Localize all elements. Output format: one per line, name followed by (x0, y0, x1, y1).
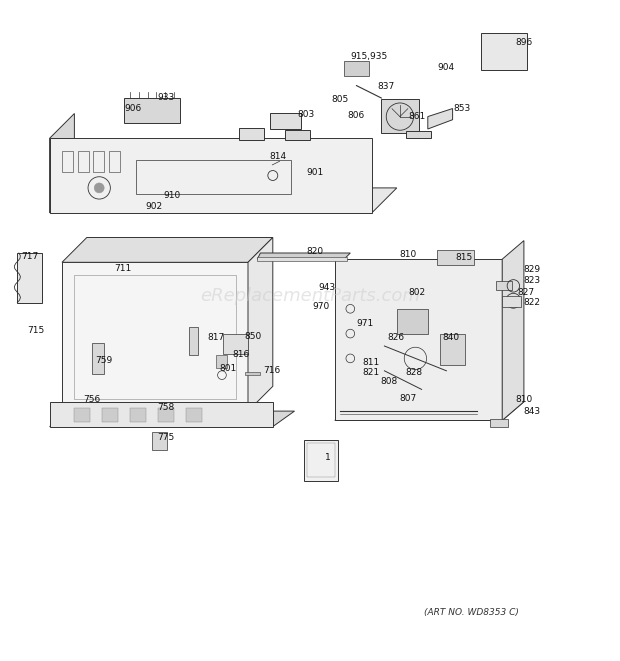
Bar (344, 61, 369, 76)
Text: 805: 805 (331, 95, 348, 104)
Text: eReplacementParts.com: eReplacementParts.com (200, 288, 420, 305)
Text: 816: 816 (232, 350, 249, 358)
Bar (92, 343, 104, 374)
Bar (239, 128, 264, 139)
Text: 837: 837 (377, 83, 394, 91)
Text: 827: 827 (517, 288, 534, 297)
Bar (78, 151, 89, 173)
Polygon shape (502, 296, 521, 307)
Text: 810: 810 (399, 251, 417, 259)
Text: 756: 756 (83, 395, 100, 405)
Bar (270, 114, 301, 129)
Text: 775: 775 (157, 433, 175, 442)
Text: 802: 802 (408, 288, 425, 297)
Polygon shape (490, 418, 508, 426)
Circle shape (94, 183, 104, 193)
Bar (245, 372, 260, 375)
Bar (74, 275, 236, 399)
Bar (307, 444, 335, 477)
Text: 850: 850 (244, 332, 262, 341)
Text: 717: 717 (21, 252, 38, 260)
Bar (158, 408, 174, 422)
Bar (108, 151, 120, 173)
Text: 810: 810 (515, 395, 533, 405)
Polygon shape (62, 262, 248, 411)
Text: 853: 853 (453, 104, 471, 113)
Text: 807: 807 (399, 394, 417, 403)
Text: 758: 758 (157, 403, 175, 412)
Text: 971: 971 (356, 319, 373, 328)
Bar (74, 408, 90, 422)
Polygon shape (50, 411, 294, 426)
Text: 829: 829 (523, 265, 541, 274)
Text: 806: 806 (347, 112, 365, 120)
Text: 821: 821 (362, 368, 379, 377)
Text: 822: 822 (523, 298, 541, 307)
Bar (216, 356, 227, 368)
Text: 801: 801 (219, 364, 237, 373)
Text: 716: 716 (263, 366, 280, 375)
Bar (186, 408, 202, 422)
Text: 811: 811 (362, 358, 379, 368)
Text: 826: 826 (387, 333, 404, 342)
Polygon shape (257, 253, 350, 259)
Text: 814: 814 (269, 153, 286, 161)
Text: 759: 759 (95, 356, 113, 365)
Polygon shape (17, 253, 42, 303)
Bar (285, 130, 310, 139)
Text: 715: 715 (27, 326, 45, 335)
Text: 904: 904 (438, 63, 455, 71)
Text: 901: 901 (306, 168, 324, 177)
Bar (93, 151, 104, 173)
Text: 906: 906 (125, 104, 142, 113)
Text: 970: 970 (312, 303, 330, 311)
Text: 843: 843 (523, 407, 541, 416)
Bar (102, 408, 118, 422)
Bar (480, 33, 527, 70)
Polygon shape (62, 237, 273, 262)
Text: 943: 943 (319, 283, 336, 292)
Polygon shape (502, 241, 524, 420)
Bar (437, 250, 474, 266)
Bar (189, 327, 198, 356)
Polygon shape (428, 108, 453, 129)
Bar (257, 257, 347, 261)
Polygon shape (496, 281, 511, 290)
Text: 915,935: 915,935 (350, 52, 388, 61)
Bar (381, 99, 419, 134)
Polygon shape (50, 188, 397, 213)
Polygon shape (335, 402, 524, 420)
Bar (62, 151, 73, 173)
Text: 840: 840 (443, 333, 460, 342)
Text: 902: 902 (145, 202, 162, 211)
Polygon shape (406, 131, 431, 138)
Bar (130, 408, 146, 422)
Bar (440, 334, 465, 365)
Polygon shape (248, 237, 273, 411)
Bar (50, 138, 372, 213)
Text: 808: 808 (381, 377, 398, 386)
Text: 910: 910 (164, 191, 181, 200)
Bar (304, 440, 338, 481)
Bar (136, 160, 291, 194)
Text: 817: 817 (207, 333, 224, 342)
Text: (ART NO. WD8353 C): (ART NO. WD8353 C) (423, 608, 519, 617)
Bar (152, 432, 167, 449)
Bar (124, 98, 180, 123)
Polygon shape (50, 114, 74, 213)
Text: 803: 803 (298, 110, 315, 119)
Text: 828: 828 (405, 368, 423, 377)
Text: 1: 1 (324, 453, 330, 462)
Text: 815: 815 (455, 253, 472, 262)
Text: 861: 861 (408, 112, 425, 121)
Bar (50, 402, 273, 426)
Text: 933: 933 (157, 93, 175, 102)
Bar (397, 309, 428, 334)
Polygon shape (335, 259, 502, 420)
Text: 896: 896 (515, 38, 533, 47)
Text: 711: 711 (114, 264, 131, 273)
Text: 823: 823 (523, 276, 541, 286)
Text: 820: 820 (306, 247, 324, 256)
Bar (223, 334, 248, 354)
